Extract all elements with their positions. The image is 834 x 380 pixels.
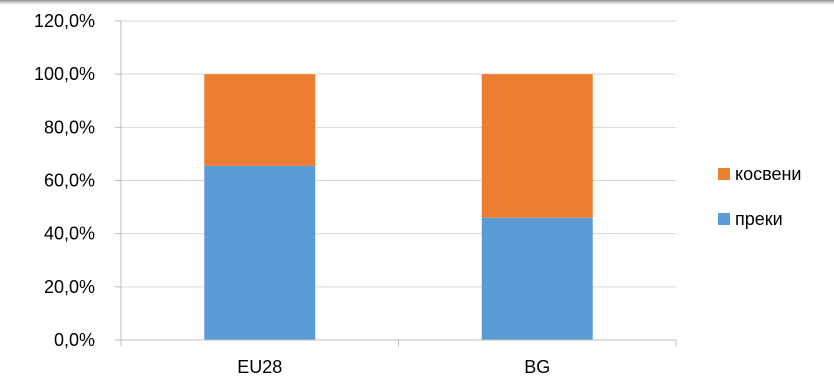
legend-swatch (718, 168, 730, 180)
bar-bg-series-0 (481, 217, 593, 340)
y-tick-label: 100,0% (34, 64, 95, 84)
x-tick-label: BG (524, 357, 550, 377)
y-tick-label: 60,0% (44, 171, 95, 191)
y-tick-label: 80,0% (44, 117, 95, 137)
axis-layer (115, 20, 677, 346)
top-shadow (0, 0, 834, 5)
legend-label: преки (735, 209, 783, 229)
legend-label: косвени (735, 164, 801, 184)
legend: косвени преки (718, 164, 801, 229)
legend-swatch (718, 213, 730, 225)
bar-bg-series-1 (481, 74, 593, 218)
x-tick-label: EU28 (237, 357, 282, 377)
label-layer: 0,0% 20,0% 40,0% 60,0% 80,0% 100,0% 120,0% EU28… (34, 11, 550, 377)
bar-layer (204, 74, 593, 340)
y-tick-label: 20,0% (44, 277, 95, 297)
bar-eu28-series-1 (204, 74, 316, 166)
bar-eu28-series-0 (204, 165, 316, 340)
y-tick-label: 120,0% (34, 11, 95, 31)
y-tick-label: 0,0% (54, 330, 95, 350)
y-tick-label: 40,0% (44, 224, 95, 244)
